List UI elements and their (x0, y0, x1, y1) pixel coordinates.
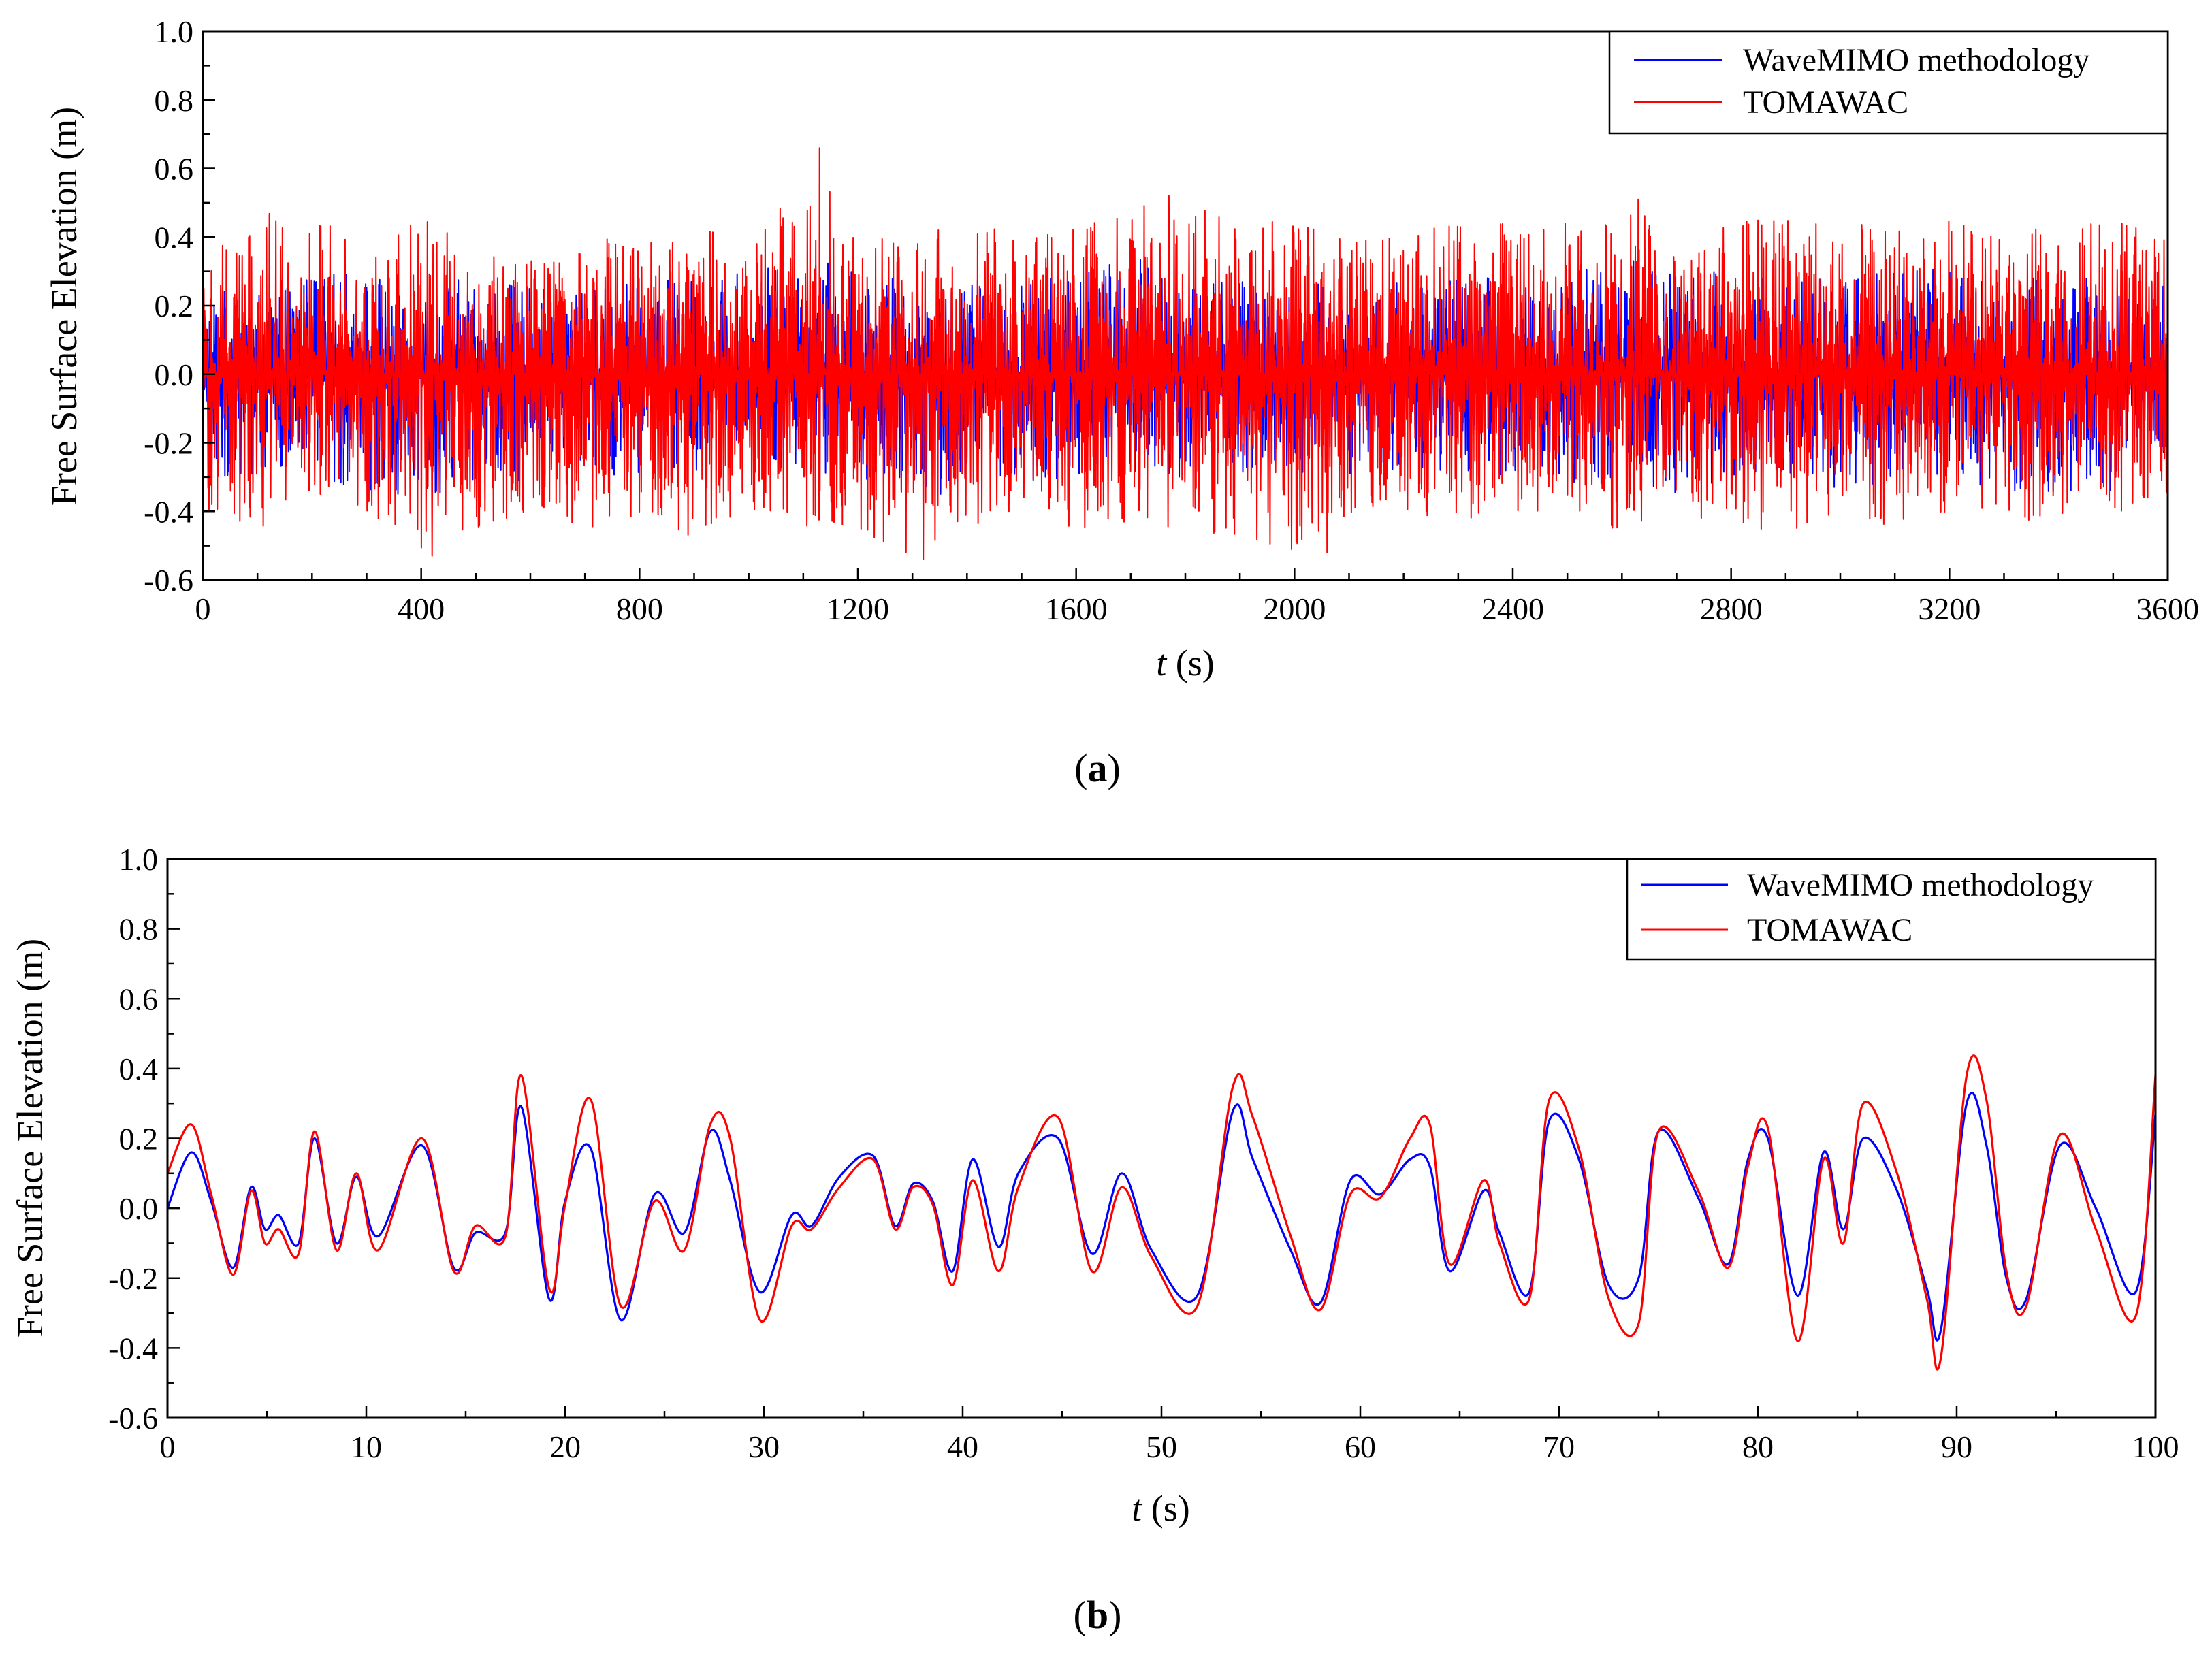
x-tick-label: 2800 (1700, 591, 1763, 626)
panel-b-series-layer (166, 1054, 2157, 1371)
y-tick-label: -0.4 (108, 1331, 158, 1365)
y-tick-label: 0.6 (155, 152, 194, 187)
x-tick-label: 20 (549, 1429, 581, 1464)
x-tick-label: 1200 (827, 591, 889, 626)
x-tick-label: 100 (2132, 1429, 2179, 1464)
x-tick-label: 3200 (1918, 591, 1981, 626)
y-tick-label: 0.6 (119, 982, 159, 1016)
x-tick-label: 70 (1543, 1429, 1575, 1464)
x-tick-label: 400 (398, 591, 445, 626)
panel-b-x-tick-labels: 0 10 20 30 40 50 60 70 80 90 100 (160, 1429, 2179, 1464)
y-tick-label: 0.0 (119, 1191, 159, 1226)
y-tick-label: -0.2 (108, 1261, 158, 1296)
panel-a-x-tick-labels: 0 400 800 1200 1600 2000 2400 2800 3200 3600 (195, 591, 2200, 626)
panel-a-legend-label-tomawac: TOMAWAC (1743, 84, 1908, 120)
panel-b-legend-label-wavemimo: WaveMIMO methodology (1747, 867, 2094, 903)
panel-b-ticks (166, 858, 2157, 1419)
y-tick-label: 0.2 (119, 1122, 159, 1156)
x-tick-label: 2400 (1481, 591, 1544, 626)
panel-a-series-line-tomawac (202, 147, 2168, 560)
x-tick-label: 3600 (2136, 591, 2199, 626)
x-tick-label: 2000 (1263, 591, 1326, 626)
panel-b-y-axis-title: Free Surface Elevation (m) (10, 939, 50, 1337)
x-tick-label: 10 (351, 1429, 382, 1464)
y-tick-label: -0.6 (144, 563, 193, 598)
panel-b-legend: WaveMIMO methodology TOMAWAC (1626, 858, 2157, 961)
panel-b-legend-box (1626, 858, 2157, 961)
y-tick-label: 0.8 (119, 912, 159, 947)
x-tick-label: 40 (947, 1429, 978, 1464)
x-tick-label: 800 (616, 591, 663, 626)
x-tick-label: 0 (160, 1429, 176, 1464)
y-tick-label: 0.8 (155, 83, 194, 118)
x-tick-label: 60 (1345, 1429, 1376, 1464)
panel-a-y-axis-title: Free Surface Elevation (m) (44, 107, 84, 506)
panel-a-legend-label-wavemimo: WaveMIMO methodology (1743, 42, 2089, 78)
panel-b: 0 10 20 30 40 50 60 70 80 90 100 1.0 0.8 0.6 0.4 0.2 0.… (10, 842, 2179, 1637)
x-tick-label: 80 (1742, 1429, 1774, 1464)
x-tick-label: 30 (748, 1429, 780, 1464)
panel-a-legend-box (1608, 30, 2169, 135)
panel-b-series-line-tomawac (166, 1054, 2157, 1371)
x-tick-label: 50 (1146, 1429, 1177, 1464)
panel-b-label: (b) (1074, 1593, 1122, 1637)
y-tick-label: 0.2 (155, 289, 194, 323)
panel-a-series-layer (202, 147, 2168, 560)
panel-a: 0 400 800 1200 1600 2000 2400 2800 3200 3600 1.0 0… (44, 14, 2199, 790)
panel-b-y-tick-labels: 1.0 0.8 0.6 0.4 0.2 0.0 -0.2 -0.4 -0.6 (108, 842, 158, 1436)
y-tick-label: 0.4 (155, 220, 194, 255)
y-tick-label: -0.6 (108, 1401, 158, 1436)
y-tick-label: 0.0 (155, 357, 194, 392)
x-tick-label: 90 (1941, 1429, 1972, 1464)
panel-a-x-axis-title: t (s) (1156, 643, 1215, 683)
y-tick-label: -0.2 (144, 426, 193, 461)
panel-a-legend: WaveMIMO methodology TOMAWAC (1608, 30, 2169, 135)
x-tick-label: 1600 (1045, 591, 1108, 626)
panel-b-legend-label-tomawac: TOMAWAC (1747, 912, 1912, 948)
panel-b-x-axis-title: t (s) (1132, 1488, 1190, 1529)
y-tick-label: -0.4 (144, 494, 193, 529)
y-tick-label: 1.0 (155, 14, 194, 49)
panel-a-label: (a) (1074, 746, 1121, 790)
panel-a-y-tick-labels: 1.0 0.8 0.6 0.4 0.2 0.0 -0.2 -0.4 -0.6 (144, 14, 193, 598)
x-tick-label: 0 (195, 591, 211, 626)
y-tick-label: 0.4 (119, 1052, 159, 1086)
panel-a-ticks (202, 30, 2169, 581)
y-tick-label: 1.0 (119, 842, 159, 877)
